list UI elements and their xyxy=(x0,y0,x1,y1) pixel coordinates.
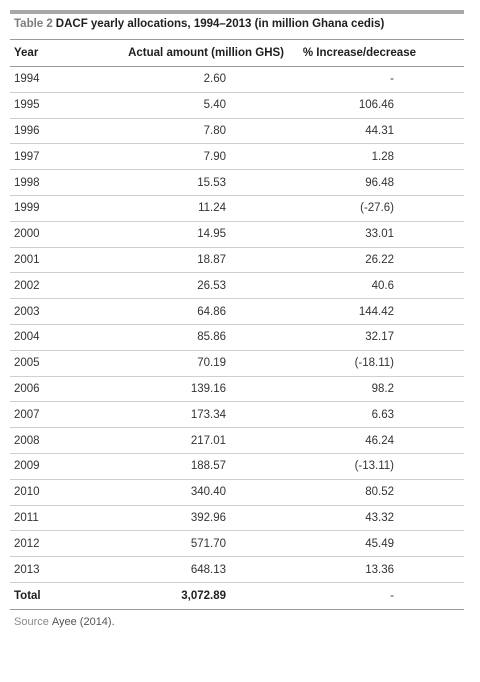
year-cell: 2012 xyxy=(14,537,40,550)
table-row: 2008 217.01 46.24 xyxy=(10,428,464,454)
change-cell: 1.28 xyxy=(371,150,394,163)
amount-cell: 14.95 xyxy=(197,228,226,241)
header-row: Year Actual amount (million GHS) % Incre… xyxy=(10,39,464,67)
header-change: % Increase/decrease xyxy=(302,47,416,59)
change-cell: 46.24 xyxy=(365,434,394,447)
year-cell: 2004 xyxy=(14,331,40,344)
change-cell: 80.52 xyxy=(365,486,394,499)
table-page: Table 2 DACF yearly allocations, 1994–201… xyxy=(0,10,480,682)
amount-cell: 70.19 xyxy=(197,357,226,370)
change-cell: 106.46 xyxy=(358,99,394,112)
year-cell: 2002 xyxy=(14,279,40,292)
table-row: 2010 340.40 80.52 xyxy=(10,479,464,506)
change-cell: 32.17 xyxy=(365,331,394,344)
table-row: 2000 14.95 33.01 xyxy=(10,221,464,248)
year-cell: 1996 xyxy=(14,124,40,137)
amount-cell: 7.90 xyxy=(203,150,226,163)
source-label: Source xyxy=(14,615,49,628)
table-row: 1995 5.40 106.46 xyxy=(10,92,464,119)
table-row: 2006 139.16 98.2 xyxy=(10,376,464,402)
amount-cell: 2.60 xyxy=(203,73,226,86)
table-row: 2005 70.19 (-18.11) xyxy=(10,350,464,377)
table-row: 2013 648.13 13.36 xyxy=(10,557,464,583)
table-row: 1994 2.60 - xyxy=(10,67,464,93)
table-number: Table 2 xyxy=(14,18,53,30)
source-text: Ayee (2014). xyxy=(51,615,115,628)
table-row: 2004 85.86 32.17 xyxy=(10,324,464,351)
table-row: 1996 7.80 44.31 xyxy=(10,118,464,144)
amount-cell: 85.86 xyxy=(197,331,226,344)
change-cell: 43.32 xyxy=(365,511,394,524)
year-cell: 2007 xyxy=(14,408,40,421)
year-cell: 2013 xyxy=(14,563,40,576)
top-rule xyxy=(10,10,464,14)
total-label: Total xyxy=(14,589,41,602)
total-row: Total 3,072.89 - xyxy=(10,582,464,610)
change-cell: - xyxy=(390,73,394,86)
amount-cell: 340.40 xyxy=(190,486,226,499)
change-cell: 26.22 xyxy=(365,253,394,266)
year-cell: 2006 xyxy=(14,382,40,395)
table-row: 2002 26.53 40.6 xyxy=(10,273,464,299)
allocations-table: Year Actual amount (million GHS) % Incre… xyxy=(10,39,464,610)
header-amount: Actual amount (million GHS) xyxy=(128,47,284,59)
change-cell: (-13.11) xyxy=(354,460,394,473)
change-cell: 45.49 xyxy=(365,537,394,550)
amount-cell: 5.40 xyxy=(203,99,226,112)
amount-cell: 392.96 xyxy=(190,511,226,524)
year-cell: 2010 xyxy=(14,486,40,499)
table-row: 2001 18.87 26.22 xyxy=(10,247,464,273)
year-cell: 2008 xyxy=(14,434,40,447)
change-cell: 6.63 xyxy=(371,408,394,421)
year-cell: 1997 xyxy=(14,150,40,163)
table-row: 2003 64.86 144.42 xyxy=(10,299,464,325)
year-cell: 2009 xyxy=(14,460,40,473)
year-cell: 2001 xyxy=(14,253,40,266)
table-caption: Table 2 DACF yearly allocations, 1994–201… xyxy=(10,14,464,39)
year-cell: 1999 xyxy=(14,202,40,215)
year-cell: 1998 xyxy=(14,176,40,189)
change-cell: (-18.11) xyxy=(354,357,394,370)
total-change: - xyxy=(390,589,394,602)
table-row: 1999 11.24 (-27.6) xyxy=(10,195,464,222)
table-row: 2009 188.57 (-13.11) xyxy=(10,453,464,480)
amount-cell: 11.24 xyxy=(198,202,226,215)
amount-cell: 64.86 xyxy=(197,305,226,318)
table-row: 1998 15.53 96.48 xyxy=(10,170,464,196)
source-note: Source Ayee (2014). xyxy=(10,610,464,628)
year-cell: 2003 xyxy=(14,305,40,318)
year-cell: 2000 xyxy=(14,228,40,241)
change-cell: 40.6 xyxy=(371,279,394,292)
change-cell: (-27.6) xyxy=(360,202,394,215)
amount-cell: 7.80 xyxy=(203,124,226,137)
table-row: 2007 173.34 6.63 xyxy=(10,402,464,428)
amount-cell: 188.57 xyxy=(190,460,226,473)
table-row: 1997 7.90 1.28 xyxy=(10,144,464,170)
amount-cell: 18.87 xyxy=(197,253,226,266)
table-row: 2011 392.96 43.32 xyxy=(10,505,464,531)
total-amount: 3,072.89 xyxy=(181,589,226,602)
amount-cell: 139.16 xyxy=(190,382,226,395)
year-cell: 1995 xyxy=(14,99,40,112)
year-cell: 2011 xyxy=(14,511,39,524)
table-row: 2012 571.70 45.49 xyxy=(10,531,464,557)
year-cell: 1994 xyxy=(14,73,40,86)
amount-cell: 217.01 xyxy=(190,434,226,447)
table-body: 1994 2.60 - 1995 5.40 106.46 1996 7.80 44.31 1997… xyxy=(10,67,464,583)
change-cell: 44.31 xyxy=(365,124,394,137)
amount-cell: 173.34 xyxy=(190,408,226,421)
amount-cell: 26.53 xyxy=(197,279,226,292)
change-cell: 33.01 xyxy=(365,228,394,241)
year-cell: 2005 xyxy=(14,357,40,370)
amount-cell: 15.53 xyxy=(197,176,226,189)
amount-cell: 571.70 xyxy=(190,537,226,550)
amount-cell: 648.13 xyxy=(190,563,226,576)
table-title: DACF yearly allocations, 1994–2013 (in m… xyxy=(55,18,385,30)
change-cell: 96.48 xyxy=(365,176,394,189)
change-cell: 144.42 xyxy=(358,305,394,318)
header-year: Year xyxy=(14,47,39,59)
change-cell: 98.2 xyxy=(371,382,394,395)
change-cell: 13.36 xyxy=(365,563,394,576)
